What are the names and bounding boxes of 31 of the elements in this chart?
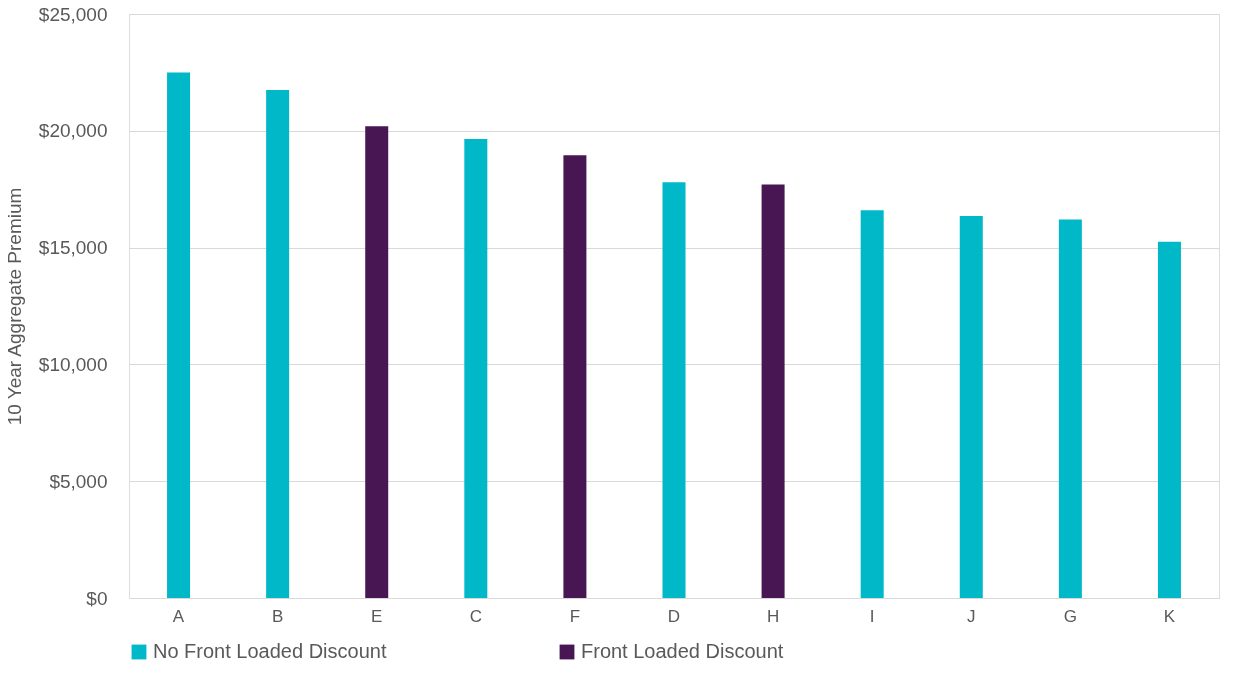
x-tick-label: B [271, 606, 284, 626]
bar [662, 182, 686, 598]
x-tick-label: D [667, 606, 681, 626]
y-tick-label: $15,000 [38, 237, 108, 259]
bar [1058, 219, 1082, 598]
y-tick-label: $10,000 [38, 353, 108, 375]
y-tick-label: $20,000 [38, 120, 108, 142]
x-tick-label: E [371, 606, 383, 626]
bar [464, 138, 488, 598]
bar [167, 72, 191, 598]
y-axis-title: 10 Year Aggregate Premium [3, 187, 25, 426]
bar [959, 216, 983, 598]
x-tick-label: A [172, 606, 185, 626]
y-tick-label: $0 [86, 587, 108, 609]
legend-label: No Front Loaded Discount [153, 640, 387, 662]
bar [860, 210, 884, 598]
bar [761, 184, 785, 598]
x-tick-label: J [967, 606, 976, 626]
x-tick-label: F [569, 606, 581, 626]
x-tick-label: G [1063, 606, 1077, 626]
bar [266, 89, 290, 598]
y-tick-label: $25,000 [38, 3, 108, 25]
x-tick-label: I [869, 606, 875, 626]
legend-label: Front Loaded Discount [581, 640, 784, 662]
bar [1157, 241, 1181, 598]
bar [365, 126, 389, 598]
x-tick-label: C [469, 606, 482, 626]
y-tick-label: $5,000 [49, 470, 108, 492]
bar [563, 155, 587, 598]
x-tick-label: H [766, 606, 780, 626]
x-tick-label: K [1163, 606, 1176, 626]
